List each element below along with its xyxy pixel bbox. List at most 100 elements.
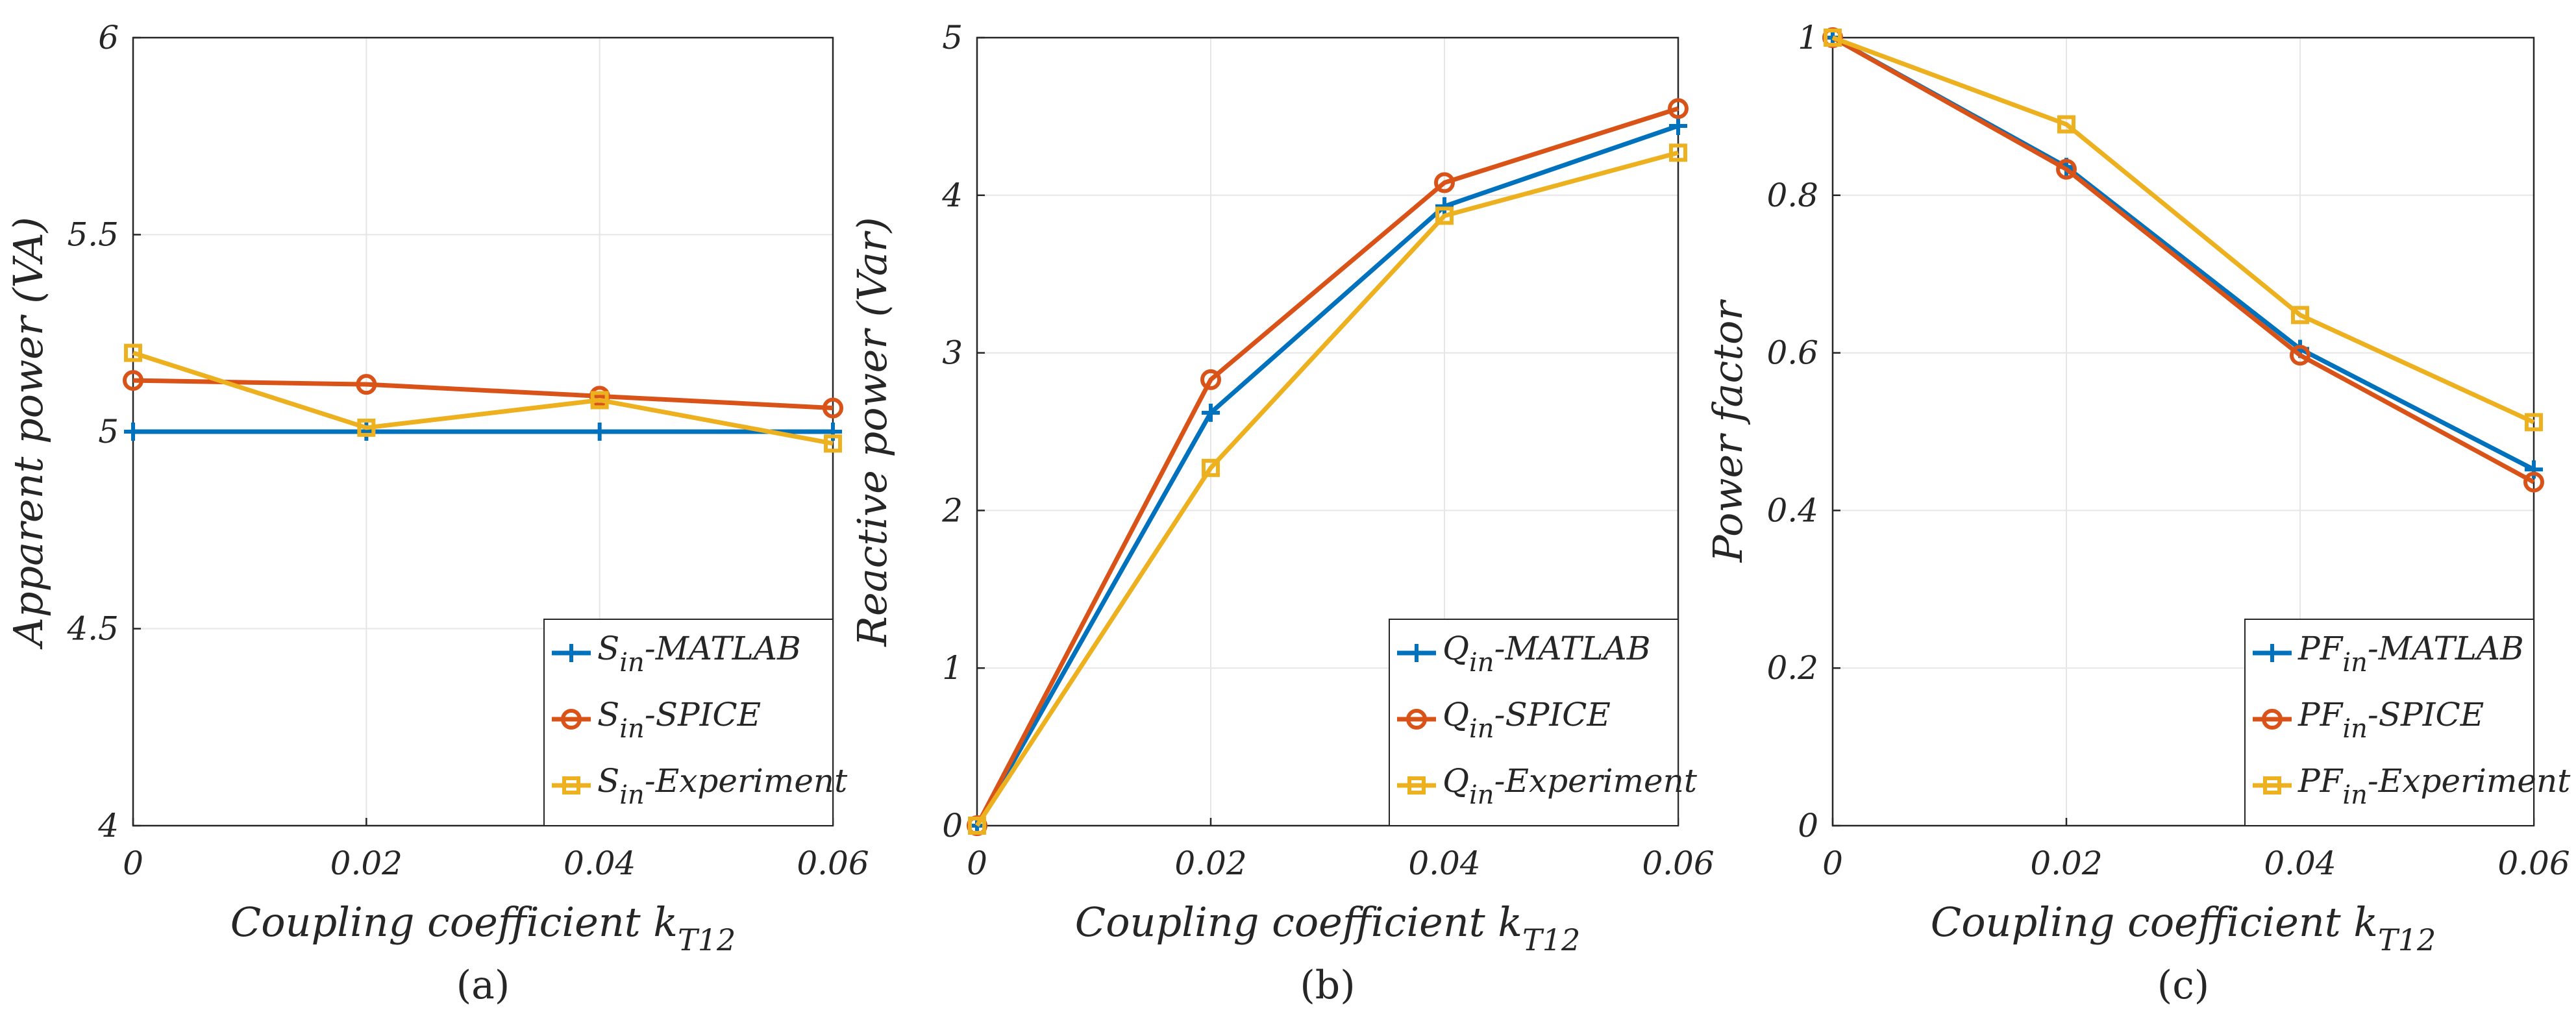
x-tick-label: 0	[1822, 844, 1843, 882]
legend-box	[2244, 619, 2534, 826]
data-point-experiment	[968, 817, 986, 835]
chart-panel-2: 0 0.02 0.04 0.06 0 1 2 3 4 5 Coupling coefficient …	[848, 19, 1715, 1008]
legend-entry-subscript: in	[619, 648, 645, 678]
legend-entry-name: PF	[2297, 630, 2344, 667]
series-line-spice	[1831, 35, 2535, 484]
y-tick-label: 1	[1798, 19, 1818, 56]
x-tick-label: 0.06	[797, 844, 869, 882]
x-tick-label: 0.02	[1174, 844, 1246, 882]
legend-entry-suffix: -SPICE	[2368, 696, 2484, 733]
legend-swatch-marker	[1407, 644, 1426, 662]
series-line-experiment	[1831, 35, 2535, 425]
x-axis-label: Coupling coefficient kT12	[1075, 898, 1580, 957]
legend-entry-subscript: in	[2342, 648, 2368, 678]
legend-entry: PFin-SPICE	[2297, 696, 2484, 744]
legend-entry-subscript: in	[2342, 714, 2368, 744]
data-point-experiment	[2525, 413, 2543, 432]
legend-entry-suffix: -MATLAB	[645, 630, 801, 667]
legend-swatch-marker	[562, 776, 580, 795]
legend-swatch-marker	[561, 709, 582, 730]
legend-entry-subscript: in	[619, 780, 645, 810]
data-point-matlab	[590, 423, 609, 441]
data-point-matlab	[1669, 116, 1687, 135]
legend-entry: Sin-Experiment	[597, 762, 848, 810]
legend-entry-suffix: -MATLAB	[2368, 630, 2524, 667]
data-point-spice	[123, 370, 143, 391]
panel-label: (a)	[456, 963, 510, 1008]
data-point-spice	[1668, 98, 1689, 119]
y-tick-label: 5	[98, 413, 119, 450]
panel-label: (c)	[2157, 963, 2209, 1008]
legend-box	[543, 619, 834, 826]
legend-entry-suffix: -Experiment	[1494, 762, 1698, 800]
y-tick-label: 4	[97, 807, 119, 844]
data-point-spice	[2290, 345, 2310, 366]
x-axis-label-subscript: T12	[1522, 922, 1580, 957]
data-point-experiment	[824, 434, 842, 453]
y-tick-label: 4.5	[66, 610, 119, 648]
data-point-experiment	[357, 418, 376, 437]
y-tick-label: 0.8	[1766, 177, 1818, 214]
legend-entry-subscript: in	[1469, 714, 1494, 744]
series-line-matlab	[1831, 35, 2535, 472]
legend-entry: PFin-MATLAB	[2297, 630, 2524, 678]
x-tick-label: 0.02	[330, 844, 402, 882]
data-point-experiment	[1824, 29, 1842, 47]
legend-entry-subscript: in	[1469, 780, 1494, 810]
x-axis-label: Coupling coefficient kT12	[230, 898, 736, 957]
data-point-spice	[1200, 369, 1221, 390]
legend-entry-name: Q	[1443, 696, 1469, 733]
x-axis-label-main: Coupling coefficient k	[1931, 898, 2378, 946]
data-point-experiment	[1669, 143, 1687, 162]
data-point-spice	[356, 374, 377, 395]
legend-entry: Qin-Experiment	[1443, 762, 1698, 810]
legend-entry-name: Q	[1443, 630, 1469, 667]
legend-entry-suffix: -Experiment	[645, 762, 848, 800]
y-tick-label: 0	[1798, 807, 1818, 844]
legend-entry: Qin-SPICE	[1443, 696, 1611, 744]
legend-entry: Sin-SPICE	[597, 696, 761, 744]
data-point-spice	[823, 397, 843, 419]
legend-entry-suffix: -SPICE	[645, 696, 761, 733]
legend-entry-name: PF	[2297, 696, 2344, 733]
x-axis-label-subscript: T12	[678, 922, 736, 957]
legend-swatch-marker	[1406, 709, 1427, 730]
legend-entry: Sin-MATLAB	[597, 630, 801, 678]
y-axis-label: Power factor	[1704, 299, 1752, 563]
legend-entry-name: S	[597, 630, 619, 667]
legend-entry-name: S	[597, 696, 619, 733]
y-tick-label: 6	[98, 19, 119, 56]
x-axis-label-subscript: T12	[2378, 922, 2436, 957]
x-tick-label: 0.04	[2264, 844, 2336, 882]
data-point-experiment	[590, 391, 609, 410]
y-tick-label: 0	[942, 807, 963, 844]
y-tick-label: 0.4	[1766, 491, 1818, 529]
data-point-matlab	[1435, 197, 1454, 216]
series-line-spice	[974, 106, 1679, 827]
plot-area-frame	[976, 36, 1679, 827]
x-tick-label: 0.06	[1642, 844, 1714, 882]
y-tick-label: 3	[942, 334, 963, 372]
data-point-spice	[2056, 158, 2077, 180]
legend-entry-suffix: -MATLAB	[1494, 630, 1651, 667]
y-tick-label: 1	[942, 649, 963, 687]
data-point-experiment	[2057, 115, 2075, 134]
data-point-spice	[1434, 172, 1455, 193]
legend-entry-subscript: in	[2342, 780, 2368, 810]
legend-entry-subscript: in	[619, 714, 645, 744]
series-line-experiment	[132, 351, 834, 446]
legend-swatch-marker	[562, 644, 580, 662]
x-axis-label: Coupling coefficient kT12	[1931, 898, 2436, 957]
legend-entry-subscript: in	[1469, 648, 1494, 678]
x-tick-label: 0.04	[1408, 844, 1480, 882]
legend-swatch-marker	[2263, 776, 2281, 795]
y-tick-label: 2	[941, 491, 963, 529]
plot-area-frame	[1831, 36, 2535, 827]
data-point-experiment	[1435, 206, 1454, 225]
legend-entry-suffix: -Experiment	[2368, 762, 2571, 800]
y-tick-label: 5	[942, 19, 963, 56]
